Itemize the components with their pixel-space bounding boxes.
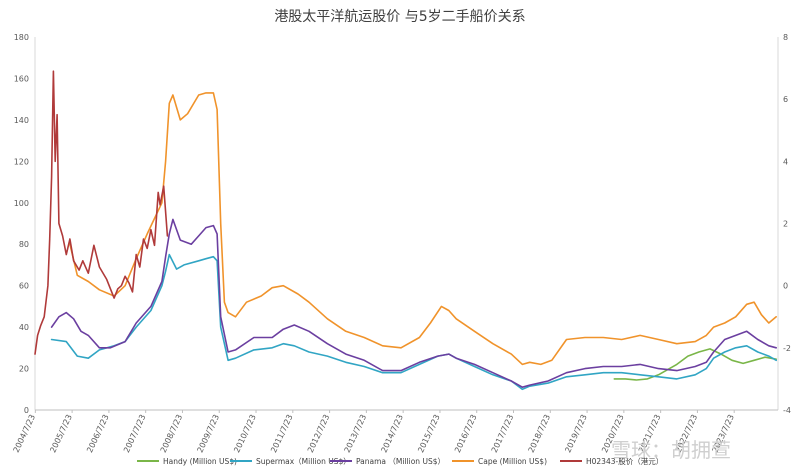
x-tick-label: 2007/7/23 [122, 413, 147, 454]
y-left-tick-label: 60 [19, 282, 29, 291]
x-tick-label: 2013/7/23 [343, 413, 368, 454]
y-axis-right: -4 -2 0 2 4 6 8 [783, 33, 791, 415]
x-tick-label: 2019/7/23 [563, 413, 588, 454]
y-left-tick-label: 20 [19, 365, 29, 374]
y-left-tick-label: 80 [19, 240, 29, 249]
x-tick-label: 2009/7/23 [196, 413, 221, 454]
legend-label: Panama （Million US$） [356, 457, 445, 466]
series-lines [34, 70, 778, 391]
x-tick-label: 2006/7/23 [85, 413, 110, 454]
x-tick-label: 2015/7/23 [416, 413, 441, 454]
x-tick-label: 2010/7/23 [232, 413, 257, 454]
x-tick-label: 2014/7/23 [379, 413, 404, 454]
y-left-tick-label: 40 [19, 323, 29, 332]
legend-label: Supermax（Million US$） [256, 457, 351, 466]
chart-title: 港股太平洋航运股价 与5岁二手船价关系 [274, 9, 525, 25]
x-tick-label: 2008/7/23 [159, 413, 184, 454]
y-right-tick-label: -4 [783, 406, 791, 415]
legend-label: Cape (Million US$) [478, 457, 547, 466]
x-tick-label: 2004/7/23 [12, 413, 37, 454]
y-left-tick-label: 0 [24, 406, 29, 415]
y-left-tick-label: 180 [14, 33, 29, 42]
y-left-tick-label: 160 [14, 74, 29, 83]
y-left-tick-label: 140 [14, 116, 29, 125]
series-line-4 [34, 70, 169, 355]
y-right-tick-label: 0 [783, 282, 788, 291]
y-right-tick-label: 4 [783, 157, 788, 166]
y-axis-left: 0 20 40 60 80 100 120 140 160 180 [14, 33, 29, 415]
y-left-tick-label: 120 [14, 157, 29, 166]
legend-label: H02343-股价（港元） [586, 456, 663, 466]
legend: Handy (Million US$) Supermax（Million US$）… [137, 456, 663, 466]
x-tick-label: 2018/7/23 [527, 413, 552, 454]
y-right-tick-label: -2 [783, 344, 791, 353]
watermark-text: 雪球：胡拥萱 [611, 438, 731, 462]
x-tick-label: 2016/7/23 [453, 413, 478, 454]
y-right-tick-label: 6 [783, 95, 788, 104]
series-line-1 [50, 253, 778, 391]
x-tick-label: 2012/7/23 [306, 413, 331, 454]
series-line-2 [50, 218, 778, 389]
legend-label: Handy (Million US$) [163, 457, 237, 466]
series-line-3 [69, 92, 778, 366]
y-left-tick-label: 100 [14, 199, 29, 208]
x-tick-label: 2011/7/23 [269, 413, 294, 454]
series-line-0 [613, 348, 778, 381]
y-right-tick-label: 8 [783, 33, 788, 42]
y-right-tick-label: 2 [783, 220, 788, 229]
x-tick-label: 2005/7/23 [48, 413, 73, 454]
x-tick-label: 2017/7/23 [490, 413, 515, 454]
